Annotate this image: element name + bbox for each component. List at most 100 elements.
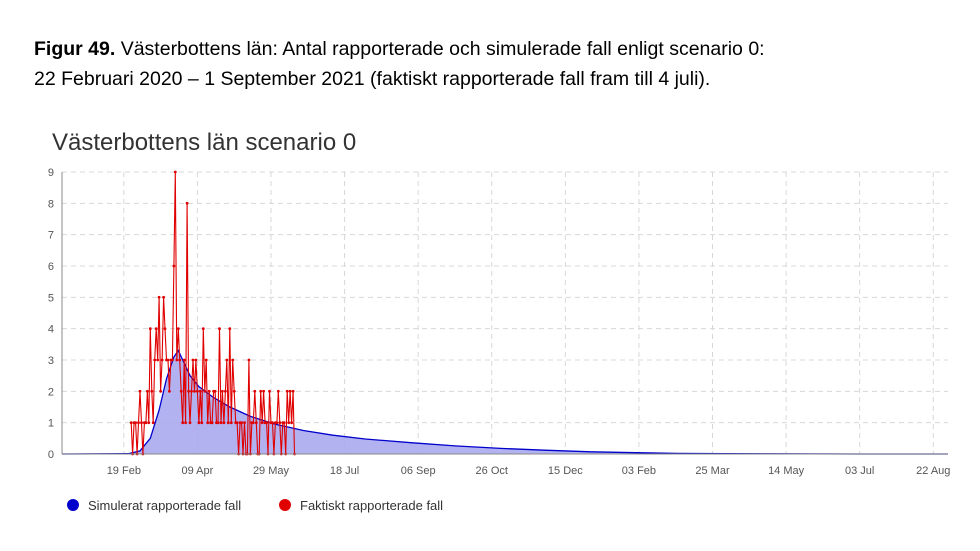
actual-point: [204, 358, 208, 362]
x-tick-label: 03 Jul: [845, 465, 874, 477]
y-axis-ticks: 0 1 2 3 4 5 6 7 8 9: [48, 167, 54, 461]
actual-point: [201, 327, 205, 331]
actual-point: [191, 358, 195, 362]
actual-point: [153, 358, 157, 362]
actual-point: [240, 421, 244, 425]
x-tick-label: 06 Sep: [401, 465, 436, 477]
actual-point: [210, 421, 214, 425]
actual-point: [194, 358, 198, 362]
actual-point: [253, 389, 257, 393]
actual-point: [276, 389, 280, 393]
actual-point: [247, 358, 251, 362]
actual-point: [193, 389, 196, 393]
actual-point: [282, 421, 286, 425]
y-tick-label: 1: [48, 418, 54, 430]
actual-point: [271, 421, 274, 425]
actual-point: [190, 389, 193, 393]
x-tick-label: 26 Oct: [476, 465, 508, 477]
actual-point: [179, 389, 183, 393]
actual-point: [140, 421, 143, 425]
actual-point: [157, 295, 161, 299]
actual-point: [137, 421, 140, 425]
actual-point: [178, 358, 182, 362]
actual-point: [232, 389, 236, 393]
actual-point: [184, 421, 188, 425]
actual-point: [146, 389, 149, 393]
actual-point: [185, 201, 189, 205]
actual-point: [197, 421, 201, 425]
actual-point: [285, 389, 289, 393]
actual-point: [187, 389, 191, 393]
actual-point: [200, 421, 204, 425]
x-tick-label: 29 May: [253, 465, 290, 477]
x-tick-label: 18 Jul: [330, 465, 359, 477]
y-tick-label: 4: [48, 324, 54, 336]
actual-point: [173, 170, 177, 174]
y-tick-label: 2: [48, 386, 54, 398]
y-tick-label: 0: [48, 449, 54, 461]
y-tick-label: 9: [48, 167, 54, 179]
x-tick-label: 15 Dec: [548, 465, 583, 477]
simulated-line: [61, 349, 948, 455]
actual-point: [290, 421, 293, 425]
actual-point: [275, 421, 279, 425]
actual-point: [251, 421, 255, 425]
actual-point: [278, 421, 282, 425]
actual-point: [265, 421, 268, 425]
actual-point: [207, 389, 211, 393]
actual-point: [228, 327, 232, 331]
legend-label-simulated: Simulerat rapporterade fall: [88, 498, 241, 513]
actual-point: [151, 421, 155, 425]
legend-label-actual: Faktiskt rapporterade fall: [300, 498, 443, 513]
actual-point: [129, 421, 133, 425]
actual-point: [262, 389, 265, 393]
actual-point: [154, 327, 158, 331]
actual-point: [235, 421, 239, 425]
actual-point: [229, 421, 233, 425]
actual-point: [182, 358, 186, 362]
actual-point: [163, 327, 167, 331]
x-tick-label: 14 May: [768, 465, 805, 477]
actual-point: [162, 295, 166, 299]
actual-point: [219, 421, 223, 425]
legend-marker-actual: [279, 499, 291, 511]
y-tick-label: 6: [48, 261, 54, 273]
actual-point: [213, 389, 217, 393]
actual-point: [166, 358, 170, 362]
actual-point: [231, 358, 235, 362]
actual-point: [171, 358, 174, 362]
actual-point: [198, 389, 202, 393]
caption-label: Figur 49.: [34, 38, 116, 60]
actual-point: [226, 421, 230, 425]
simulated-area: [62, 350, 948, 454]
caption-line-1: Västerbottens län: Antal rapporterade oc…: [115, 38, 765, 60]
actual-point: [206, 421, 210, 425]
actual-point: [134, 421, 138, 425]
actual-point: [203, 389, 207, 393]
actual-point: [144, 421, 148, 425]
actual-point: [172, 264, 176, 268]
y-tick-label: 7: [48, 230, 54, 242]
actual-point: [291, 389, 295, 393]
actual-point: [150, 389, 154, 393]
legend: Simulerat rapporterade fall Faktiskt rap…: [67, 498, 443, 513]
x-tick-label: 25 Mar: [695, 465, 730, 477]
actual-point: [156, 358, 160, 362]
actual-point: [288, 389, 292, 393]
figure-caption: Figur 49. Västerbottens län: Antal rappo…: [34, 34, 954, 94]
y-tick-label: 5: [48, 292, 54, 304]
actual-point: [148, 327, 152, 331]
actual-point: [224, 389, 227, 393]
actual-point: [218, 327, 221, 331]
x-axis-ticks: 19 Feb 09 Apr 29 May 18 Jul 06 Sep 26 Oct 15 D…: [107, 465, 951, 477]
chart-title: Västerbottens län scenario 0: [52, 129, 356, 156]
actual-point: [254, 421, 258, 425]
x-tick-label: 03 Feb: [622, 465, 656, 477]
actual-point: [147, 421, 151, 425]
actual-point: [259, 389, 263, 393]
actual-point: [225, 358, 229, 362]
actual-point: [168, 389, 171, 393]
actual-point: [159, 389, 163, 393]
actual-point: [138, 389, 142, 393]
actual-point: [243, 421, 246, 425]
